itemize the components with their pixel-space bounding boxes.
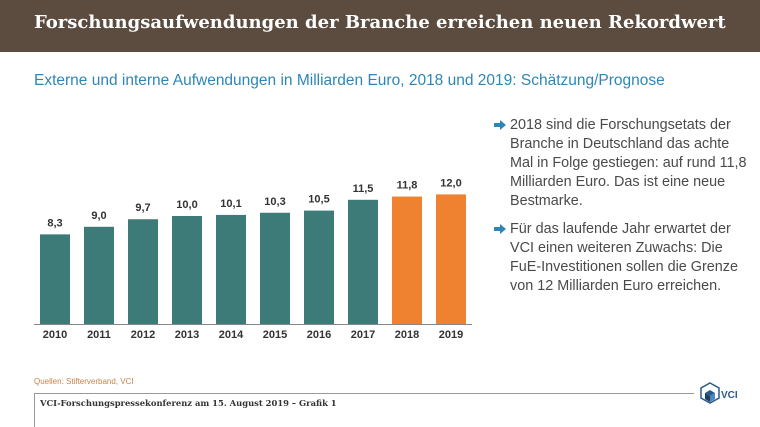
category-label-2013: 2013: [175, 329, 199, 341]
bullet-text: 2018 sind die Forschungsetats der Branch…: [510, 117, 747, 209]
chart-subtitle: Externe und interne Aufwendungen in Mill…: [34, 72, 665, 89]
bar-2019: [436, 194, 466, 324]
bullet-text: Für das laufende Jahr erwartet der VCI e…: [510, 221, 738, 294]
value-label-2010: 8,3: [47, 217, 62, 229]
bar-2018: [392, 196, 422, 324]
footer-divider: [34, 393, 694, 394]
bar-2017: [348, 199, 378, 324]
value-label-2015: 10,3: [264, 196, 285, 208]
title-bar: Forschungsaufwendungen der Branche errei…: [0, 0, 760, 52]
bar-chart: 8,3 2010 9,0 2011 9,7 2012 10,0 2013 10,1 2014 10,…: [34, 177, 472, 341]
bar-2016: [304, 210, 334, 324]
vci-logo-icon: VCI: [700, 382, 738, 404]
bar-2010: [40, 234, 70, 324]
category-label-2012: 2012: [131, 329, 155, 341]
arrow-right-icon: [494, 120, 506, 130]
category-label-2017: 2017: [351, 329, 375, 341]
vci-logo-text: VCI: [721, 390, 738, 401]
footer-divider-vertical: [34, 394, 35, 427]
arrow-right-icon: [494, 224, 506, 234]
value-label-2011: 9,0: [91, 210, 106, 222]
page-title: Forschungsaufwendungen der Branche errei…: [34, 12, 726, 33]
bullet-item: 2018 sind die Forschungsetats der Branch…: [494, 116, 756, 211]
bar-2013: [172, 216, 202, 324]
category-label-2014: 2014: [219, 329, 244, 341]
value-label-2013: 10,0: [176, 199, 197, 211]
category-label-2010: 2010: [43, 329, 67, 341]
category-label-2018: 2018: [395, 329, 419, 341]
category-label-2015: 2015: [263, 329, 287, 341]
value-label-2018: 11,8: [397, 180, 418, 192]
bar-2011: [84, 226, 114, 324]
footer-caption: VCI-Forschungspressekonferenz am 15. Aug…: [40, 398, 337, 408]
value-label-2012: 9,7: [135, 202, 150, 214]
vci-logo: VCI: [700, 379, 744, 409]
value-label-2017: 11,5: [353, 183, 374, 195]
source-note: Quellen: Stifterverband, VCI: [34, 377, 134, 386]
category-label-2011: 2011: [87, 329, 111, 341]
bar-2012: [128, 219, 158, 324]
value-label-2016: 10,5: [308, 194, 329, 206]
category-label-2019: 2019: [439, 329, 463, 341]
bullet-item: Für das laufende Jahr erwartet der VCI e…: [494, 220, 756, 296]
bullet-list: 2018 sind die Forschungsetats der Branch…: [494, 116, 756, 305]
value-label-2014: 10,1: [220, 198, 241, 210]
value-label-2019: 12,0: [440, 177, 461, 189]
bar-2014: [216, 214, 246, 324]
bar-2015: [260, 212, 290, 324]
category-label-2016: 2016: [307, 329, 331, 341]
